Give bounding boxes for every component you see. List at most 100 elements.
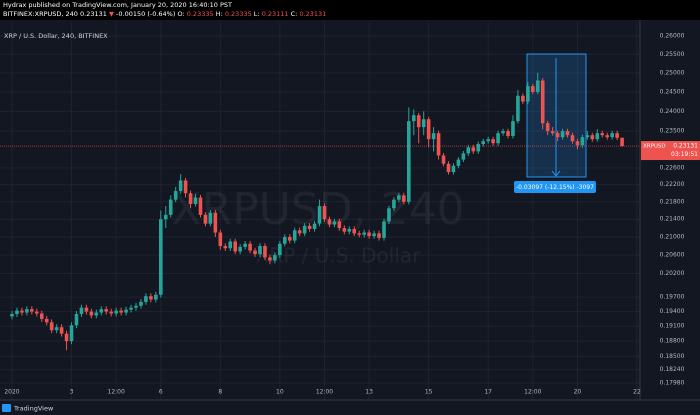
x-tick-label: 10 [276, 389, 284, 396]
y-tick-label: 0.23500 [660, 128, 685, 135]
y-tick-label: 0.19100 [660, 323, 685, 330]
candle-body [253, 250, 257, 255]
y-tick-label: 0.20200 [660, 270, 685, 277]
candle-body [20, 310, 24, 313]
candle-body [268, 257, 272, 261]
footer-brand: TradingView [13, 405, 54, 413]
x-tick-label: 8 [218, 389, 222, 396]
candle-body [25, 309, 29, 313]
candle-body [466, 147, 471, 154]
candle-body [580, 137, 585, 146]
price-tag-symbol: XRPUSD [643, 144, 666, 150]
candle-body [312, 223, 317, 229]
candle-body [263, 245, 267, 258]
x-tick-label: 20 [574, 389, 582, 396]
candle-body [35, 311, 39, 314]
candle-body [600, 133, 605, 136]
candle-body [382, 221, 386, 238]
candle-body [610, 133, 614, 138]
x-tick-label: 12:00 [524, 389, 541, 396]
candle-body [99, 309, 104, 313]
watermark-subtitle: XRP / U.S. Dollar [256, 244, 422, 268]
candle-body [149, 296, 153, 300]
candle-body [407, 121, 411, 202]
candle-body [15, 310, 19, 314]
candle-body [203, 214, 208, 224]
brand-logo [2, 404, 11, 412]
change-arrow: ▼ [109, 10, 116, 18]
candle-body [337, 221, 342, 229]
candle-body [168, 199, 173, 215]
candle-body [144, 296, 148, 302]
candle-body [545, 123, 550, 132]
y-tick-label: 0.17980 [660, 380, 685, 387]
y-tick-label: 0.18800 [660, 338, 685, 345]
x-tick-label: 22 [633, 389, 641, 396]
candle-body [436, 133, 441, 156]
candle-body [273, 255, 277, 261]
candle-body [402, 195, 406, 202]
y-tick-label: 0.18240 [660, 366, 685, 373]
y-tick-label: 0.25000 [660, 69, 685, 76]
high-value: 0.23335 [225, 10, 254, 18]
y-tick-label: 0.25500 [660, 51, 685, 58]
close-label: C: [291, 10, 300, 18]
candle-body [39, 313, 44, 319]
candle-body [193, 197, 198, 204]
last-price: 0.23131 [80, 10, 109, 18]
candle-body [114, 310, 118, 314]
candle-body [595, 133, 600, 140]
candle-body [565, 131, 570, 136]
candle-body [307, 225, 312, 229]
candle-body [570, 135, 575, 142]
y-tick-label: 0.24000 [660, 108, 685, 115]
candle-body [59, 327, 64, 334]
candle-body [496, 133, 500, 144]
candle-body [243, 243, 247, 247]
candle-body [426, 119, 431, 140]
low-label: L: [254, 10, 262, 18]
candle-body [129, 307, 133, 310]
candle-body [49, 322, 54, 331]
candle-body [278, 243, 282, 256]
y-tick-label: 0.21400 [660, 216, 685, 223]
candle-body [605, 135, 609, 138]
candle-body [74, 313, 79, 326]
candle-body [456, 159, 461, 166]
candle-body [332, 221, 337, 225]
header-bar [0, 0, 700, 20]
candle-body [367, 232, 371, 237]
measure-label: -0.03097 (-12.15%) -3097 [516, 184, 594, 191]
candle-body [302, 225, 307, 234]
candle-body [44, 318, 49, 323]
candle-body [357, 233, 361, 235]
candle-body [287, 236, 292, 241]
y-tick-label: 0.21800 [660, 198, 685, 205]
candle-body [159, 219, 163, 295]
candle-body [377, 233, 381, 238]
candle-body [481, 141, 485, 145]
candle-body [283, 236, 287, 244]
measure-arrow-head [551, 170, 561, 177]
candle-body [208, 212, 213, 224]
change: -0.00150 (-0.64%) [116, 10, 177, 18]
candle-body [322, 206, 327, 220]
price-tag-value: 0.23131 [673, 143, 698, 150]
y-tick-label: 0.22200 [660, 181, 685, 188]
candle-body [575, 141, 580, 146]
candle-body [411, 115, 416, 122]
candle-body [124, 309, 128, 313]
x-tick-label: 17 [484, 389, 492, 396]
low-value: 0.23111 [262, 10, 291, 18]
x-tick-label: 15 [425, 389, 433, 396]
candle-body [441, 155, 446, 164]
candle-body [387, 208, 391, 222]
candle-body [173, 191, 178, 200]
x-tick-label: 2020 [4, 389, 19, 396]
candle-body [506, 131, 510, 136]
candle-body [585, 135, 590, 138]
candle-body [69, 325, 74, 342]
candle-body [178, 180, 183, 192]
candle-body [446, 163, 451, 173]
